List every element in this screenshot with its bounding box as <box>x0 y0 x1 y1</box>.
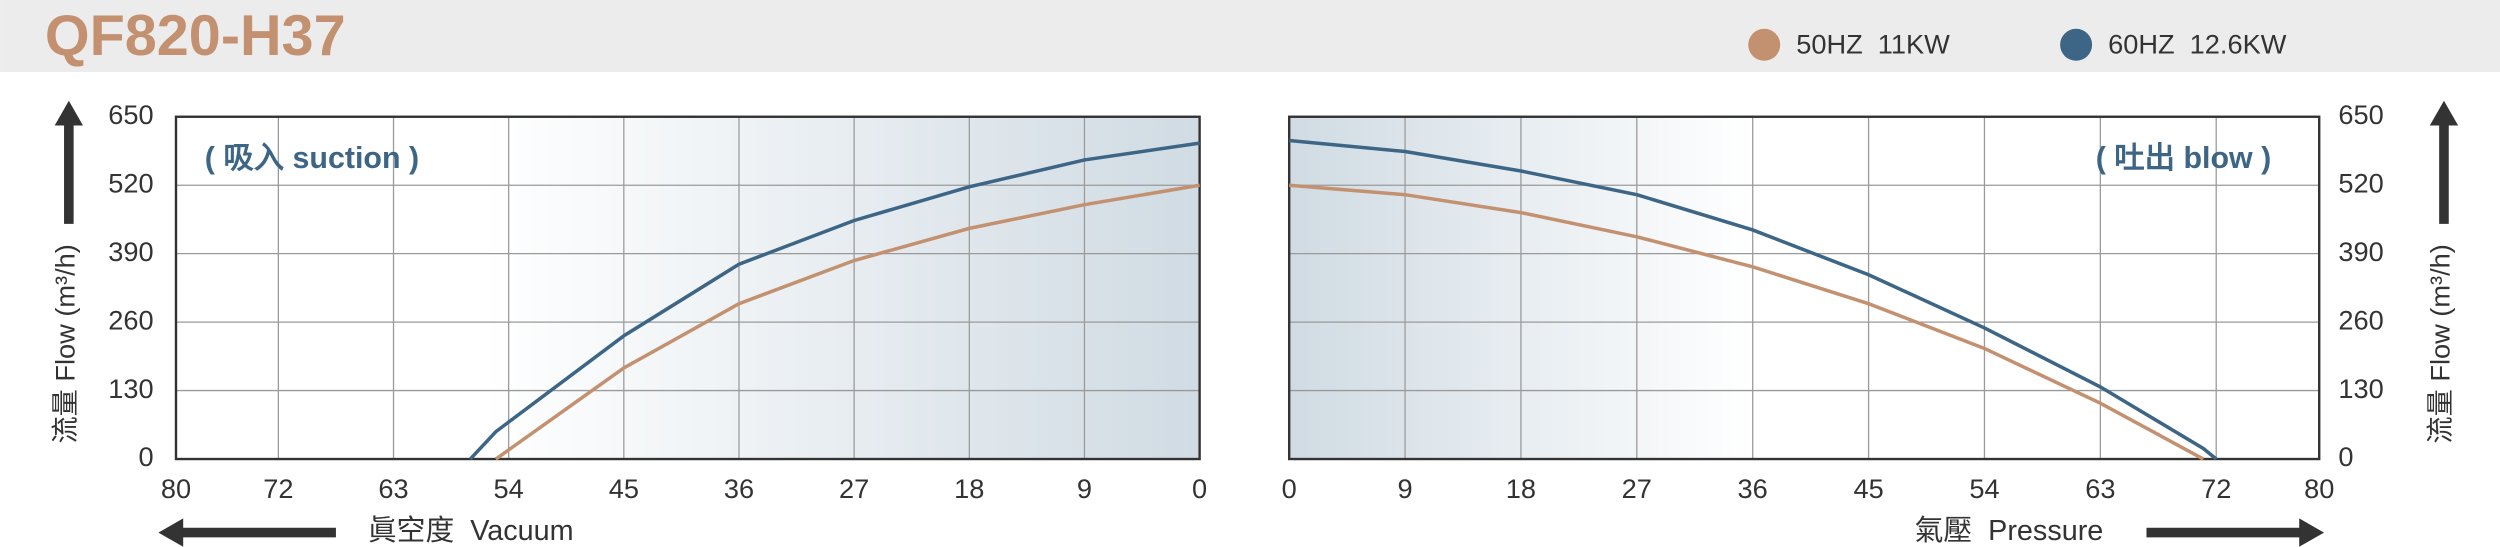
y-tick-label: 260 <box>2338 304 2383 335</box>
legend-label: 60HZ 12.6KW <box>2108 29 2287 60</box>
x-tick-label: 63 <box>378 473 408 504</box>
legend-marker <box>2060 28 2093 61</box>
x-tick-label: 18 <box>954 473 984 504</box>
y-tick-label: 390 <box>2338 236 2383 267</box>
y-tick-label: 0 <box>138 441 153 472</box>
x-tick-label: 9 <box>1077 473 1092 504</box>
x-tick-label: 0 <box>1192 473 1207 504</box>
x-tick-label: 27 <box>839 473 869 504</box>
x-tick-label: 54 <box>494 473 524 504</box>
annotation: ( 吐出 blow ) <box>2096 141 2271 175</box>
x-tick-label: 54 <box>1969 473 1999 504</box>
series-line <box>468 141 1200 461</box>
x-axis-label: 氣壓 Pressure <box>1915 515 2104 547</box>
y-tick-label: 260 <box>108 304 153 335</box>
y-tick-label: 650 <box>108 99 153 130</box>
plot-frame <box>174 115 1201 461</box>
y-tick-label: 0 <box>2338 441 2353 472</box>
y-axis-label: 流量 Flow (m³/h) <box>49 244 80 443</box>
series-line <box>494 183 1200 461</box>
x-tick-label: 18 <box>1506 473 1536 504</box>
y-tick-label: 520 <box>2338 167 2383 198</box>
y-axis-label: 流量 Flow (m³/h) <box>2425 244 2456 443</box>
x-tick-label: 45 <box>1853 473 1883 504</box>
x-tick-label: 9 <box>1398 473 1413 504</box>
x-tick-label: 80 <box>2304 473 2334 504</box>
x-tick-label: 80 <box>161 473 191 504</box>
arrows <box>54 100 2459 547</box>
x-tick-label: 36 <box>1738 473 1768 504</box>
y-tick-label: 130 <box>2338 373 2383 404</box>
legend-marker <box>1748 28 1781 61</box>
y-tick-label: 390 <box>108 236 153 267</box>
x-tick-label: 72 <box>2201 473 2231 504</box>
y-tick-label: 650 <box>2338 99 2383 130</box>
annotation: ( 吸入 suction ) <box>205 141 419 175</box>
x-axis-label: 眞空度 Vacuum <box>368 515 574 547</box>
x-tick-label: 0 <box>1282 473 1297 504</box>
plot-frame <box>1287 115 2321 461</box>
title: QF820-H37 <box>45 4 346 68</box>
plot-background <box>1289 116 2320 460</box>
series-line <box>1289 183 2205 461</box>
legend-label: 50HZ 11KW <box>1796 29 1950 60</box>
x-tick-label: 27 <box>1622 473 1652 504</box>
x-tick-label: 36 <box>724 473 754 504</box>
y-tick-label: 130 <box>108 373 153 404</box>
x-tick-label: 63 <box>2085 473 2115 504</box>
x-tick-label: 45 <box>609 473 639 504</box>
y-tick-label: 520 <box>108 167 153 198</box>
x-tick-label: 72 <box>263 473 293 504</box>
series-line <box>1289 138 2218 461</box>
